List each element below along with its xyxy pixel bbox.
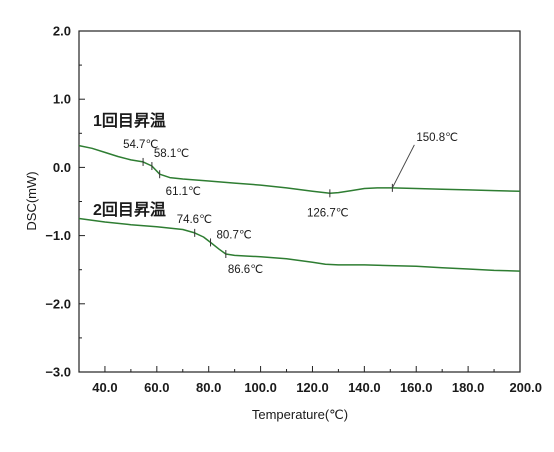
series-label-1: 1回目昇温 <box>93 112 166 130</box>
y-tick-group: 2.0 1.0 0.0 −1.0 −2.0 −3.0 <box>45 24 85 380</box>
annotation-label: 54.7℃ <box>123 139 158 151</box>
series-line-2 <box>78 217 521 272</box>
annotation-label: 74.6℃ <box>177 214 212 226</box>
y-tick-label: −1.0 <box>45 228 71 243</box>
annotation-label: 80.7℃ <box>217 229 252 241</box>
annotation-label: 150.8℃ <box>416 132 458 144</box>
x-tick-label: 100.0 <box>244 380 277 395</box>
y-tick-label: −3.0 <box>45 365 71 380</box>
y-tick-label: 2.0 <box>53 24 71 39</box>
annotation-label: 58.1℃ <box>154 148 189 160</box>
x-tick-label: 60.0 <box>144 380 169 395</box>
x-tick-label: 160.0 <box>400 380 433 395</box>
x-tick-label: 120.0 <box>296 380 329 395</box>
x-tick-label: 80.0 <box>196 380 221 395</box>
series-label-2: 2回目昇温 <box>93 201 166 219</box>
y-tick-label: 0.0 <box>53 160 71 175</box>
y-axis-title: DSC(mW) <box>24 171 39 230</box>
annotation-label: 126.7℃ <box>307 207 349 219</box>
x-tick-group: 40.0 60.0 80.0 100.0 120.0 140.0 160.0 180.0 200… <box>78 366 542 395</box>
y-tick-label: −2.0 <box>45 296 71 311</box>
x-axis-title: Temperature(℃) <box>252 407 348 422</box>
x-tick-label: 180.0 <box>452 380 485 395</box>
annotation-leader <box>391 144 415 189</box>
y-tick-label: 1.0 <box>53 92 71 107</box>
annotation-label: 61.1℃ <box>166 186 201 198</box>
series-label-layer: 1回目昇温 2回目昇温 <box>93 112 166 219</box>
x-tick-label: 140.0 <box>348 380 381 395</box>
x-tick-label: 40.0 <box>92 380 117 395</box>
series-layer <box>78 144 521 272</box>
series-line-1 <box>78 144 521 195</box>
annotation-label: 86.6℃ <box>228 264 263 276</box>
x-tick-label: 200.0 <box>509 380 542 395</box>
annotation-layer: 54.7℃58.1℃ 61.1℃ 126.7℃ 150.8℃ 74.6℃ 80.7℃ 86.… <box>123 132 458 276</box>
